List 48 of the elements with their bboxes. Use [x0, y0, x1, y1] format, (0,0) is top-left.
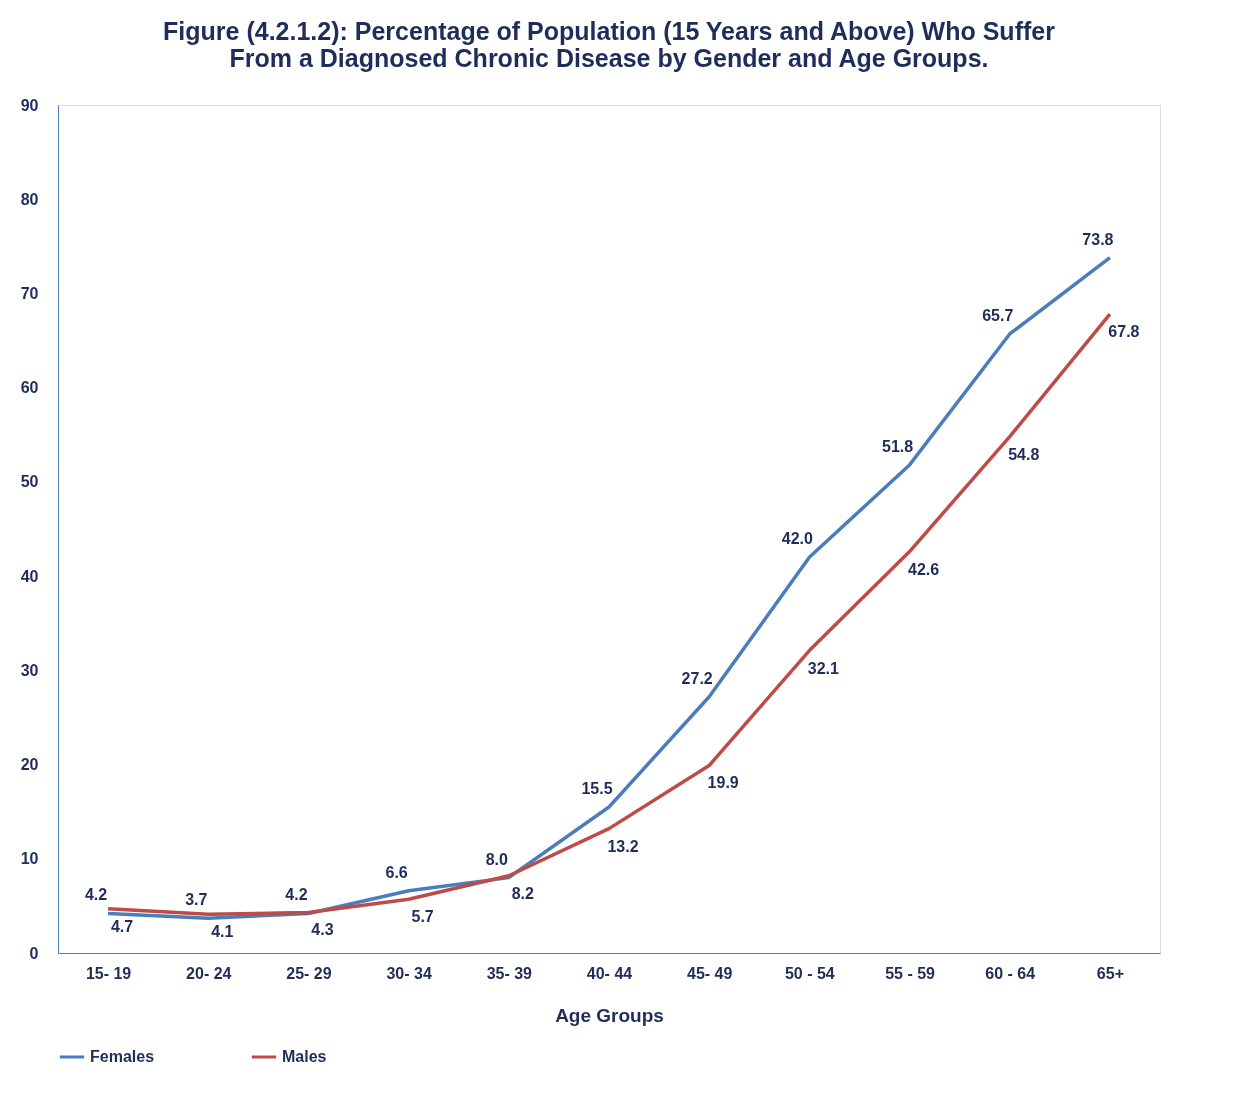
text: Figure (4.2.1.2): Percentage of Population (15 Years and Above) Who Suffer [163, 17, 1055, 45]
data-label: 4.2 [285, 886, 308, 904]
y-tick-label: 50 [20, 473, 39, 491]
x-tick-label: 30- 34 [386, 964, 432, 982]
y-tick-label: 90 [20, 96, 39, 114]
x-tick-label: 45- 49 [686, 964, 733, 982]
data-label: 4.3 [311, 921, 334, 939]
data-label: 4.7 [110, 917, 134, 935]
data-label: 67.8 [1108, 323, 1140, 341]
legend-label: Females [90, 1048, 155, 1065]
x-tick-label: 60 - 64 [985, 964, 1036, 982]
data-label: 5.7 [411, 908, 434, 926]
y-tick-label: 10 [20, 850, 39, 868]
y-tick-label: 30 [20, 661, 39, 679]
data-label: 19.9 [707, 774, 739, 792]
data-label: 27.2 [681, 669, 713, 687]
data-label: 4.1 [211, 923, 234, 941]
data-label: 51.8 [881, 437, 914, 455]
data-label: 8.0 [485, 850, 509, 868]
x-tick-label: 35- 39 [486, 964, 533, 982]
data-label: 4.2 [84, 886, 108, 904]
x-tick-label: 20- 24 [186, 964, 232, 982]
text: From a Diagnosed Chronic Disease by Gender and Age Groups. [229, 44, 989, 72]
y-tick-label: 0 [29, 944, 39, 962]
y-tick-label: 20 [20, 756, 39, 774]
data-label: 8.2 [511, 884, 535, 902]
data-label: 32.1 [807, 659, 840, 677]
x-tick-label: 25- 29 [286, 964, 332, 982]
x-tick-label: 65+ [1096, 964, 1124, 982]
data-label: 54.8 [1008, 445, 1040, 463]
y-tick-label: 40 [20, 567, 39, 585]
x-tick-label: 15- 19 [85, 964, 132, 982]
data-label: 42.6 [907, 560, 940, 578]
y-tick-label: 80 [20, 190, 39, 208]
data-label: 3.7 [185, 891, 208, 909]
y-tick-label: 60 [20, 379, 39, 397]
x-tick-label: 50 - 54 [784, 964, 835, 982]
x-tick-label: 40- 44 [586, 964, 633, 982]
data-label: 15.5 [581, 779, 613, 797]
legend-label: Males [282, 1048, 327, 1065]
x-axis-title: Age Groups [555, 1004, 664, 1026]
data-label: 6.6 [385, 863, 408, 881]
data-label: 73.8 [1082, 230, 1114, 248]
x-tick-label: 55 - 59 [885, 964, 936, 982]
data-label: 65.7 [982, 306, 1014, 324]
data-label: 13.2 [607, 837, 639, 855]
data-label: 42.0 [781, 530, 814, 548]
y-tick-label: 70 [20, 284, 39, 302]
